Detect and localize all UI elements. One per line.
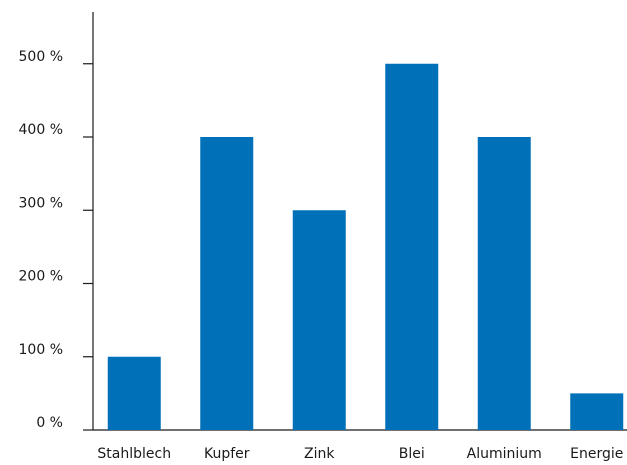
y-tick-label: 500 % bbox=[19, 49, 63, 65]
x-category-label: Blei bbox=[399, 446, 425, 462]
bar-blei bbox=[385, 63, 439, 430]
bar-stahlblech bbox=[107, 356, 161, 430]
bar-zink bbox=[292, 210, 346, 430]
x-category-label: Stahlblech bbox=[97, 446, 171, 462]
bar-energie bbox=[570, 393, 624, 430]
x-category-label: Aluminium bbox=[467, 446, 542, 462]
y-axis-ticks: 0 % 100 % 200 % 300 % 400 % 500 % bbox=[19, 49, 93, 431]
y-tick-label: 0 % bbox=[36, 415, 63, 431]
bar-aluminium bbox=[477, 137, 531, 430]
x-axis-labels: Stahlblech Kupfer Zink Blei Aluminium Energie bbox=[97, 446, 623, 462]
y-tick-label: 200 % bbox=[19, 269, 63, 285]
x-category-label: Zink bbox=[304, 446, 335, 462]
y-tick-label: 300 % bbox=[19, 195, 63, 211]
x-category-label: Energie bbox=[570, 446, 623, 462]
y-tick-label: 400 % bbox=[19, 122, 63, 138]
x-category-label: Kupfer bbox=[204, 446, 250, 462]
chart-axes bbox=[92, 12, 627, 431]
bar-kupfer bbox=[200, 137, 254, 430]
bars bbox=[107, 63, 624, 430]
y-tick-label: 100 % bbox=[19, 342, 63, 358]
